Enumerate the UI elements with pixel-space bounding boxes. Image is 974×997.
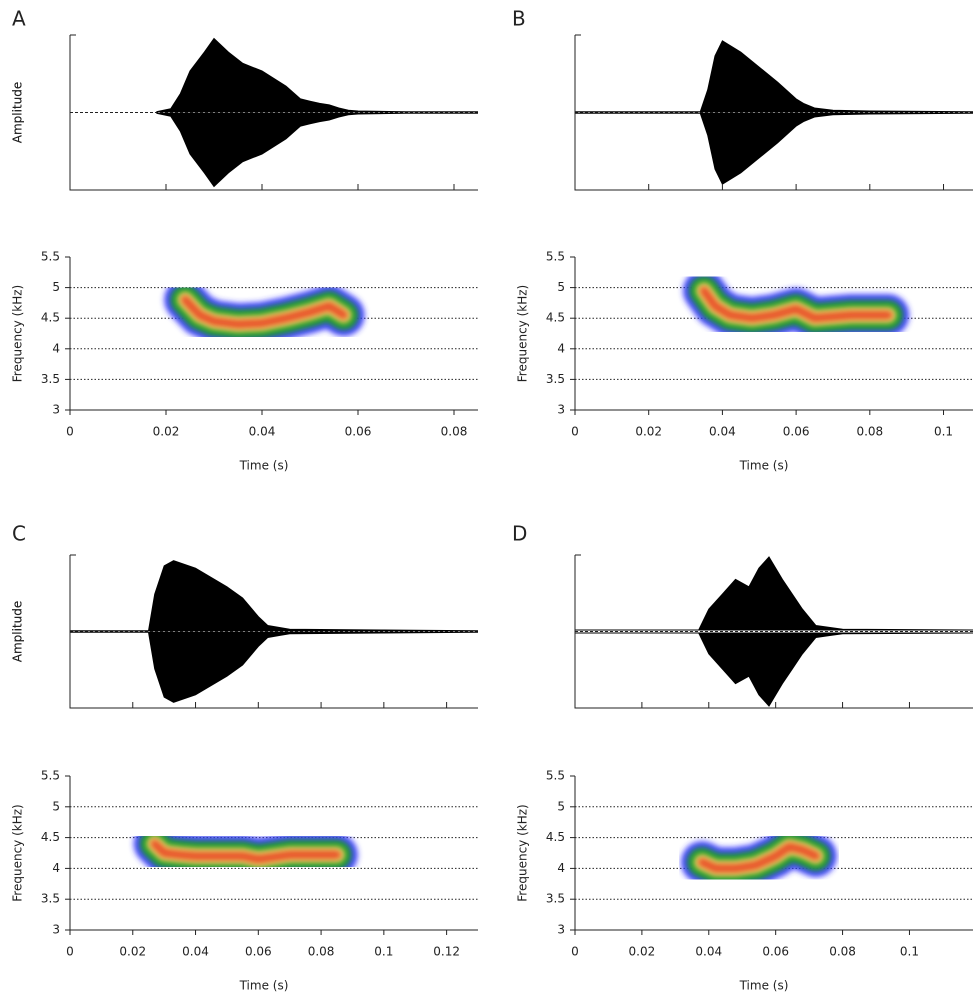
x-tick-label: 0.02 (635, 425, 662, 439)
spectrogram (133, 822, 358, 881)
y-tick-label: 5 (52, 280, 60, 294)
x-tick-label: 0.02 (629, 945, 656, 959)
amplitude-label: Amplitude (11, 601, 25, 663)
x-tick-label: 0.1 (374, 945, 393, 959)
x-tick-label: 0.12 (433, 945, 460, 959)
x-tick-label: 0.06 (345, 425, 372, 439)
y-tick-label: 5.5 (41, 769, 60, 783)
waveform-upper (575, 40, 974, 113)
y-tick-label: 4.5 (546, 311, 565, 325)
y-tick-label: 4 (52, 861, 60, 875)
y-tick-label: 5.5 (546, 769, 565, 783)
x-axis-label: Time (s) (739, 979, 789, 993)
x-tick-label: 0 (571, 945, 579, 959)
osc-axes (69, 34, 478, 191)
y-tick-label: 3.5 (41, 372, 60, 386)
osc-axes (574, 34, 973, 191)
amplitude-label: Amplitude (11, 82, 25, 144)
spec-red (697, 842, 821, 873)
y-axis-label: Frequency (kHz) (11, 804, 25, 901)
y-tick-label: 4 (52, 341, 60, 355)
panel-label: C (12, 522, 26, 546)
y-tick-label: 5.5 (41, 250, 60, 264)
waveform-upper (70, 560, 479, 632)
panel-label: B (512, 7, 526, 31)
y-tick-label: 3.5 (546, 372, 565, 386)
y-tick-label: 4.5 (41, 311, 60, 325)
panel-label: D (512, 522, 527, 546)
spectrogram (681, 825, 837, 890)
y-tick-label: 5 (557, 799, 565, 813)
osc-axes (574, 554, 973, 709)
x-tick-label: 0.08 (308, 945, 335, 959)
x-tick-label: 0.06 (783, 425, 810, 439)
y-tick-label: 3 (557, 403, 565, 417)
x-tick-label: 0.04 (249, 425, 276, 439)
x-tick-label: 0.02 (119, 945, 146, 959)
y-axis-label: Frequency (kHz) (516, 804, 530, 901)
y-tick-label: 4 (557, 341, 565, 355)
x-tick-label: 0.02 (153, 425, 180, 439)
amplitude-label: Amplitude (11, 82, 25, 144)
waveform-lower (575, 112, 974, 185)
waveform-lower (70, 631, 479, 703)
y-axis-label: Frequency (kHz) (516, 285, 530, 382)
x-axis-label: Time (s) (239, 979, 289, 993)
x-tick-label: 0.04 (695, 945, 722, 959)
x-axis-label: Time (s) (739, 459, 789, 473)
y-tick-label: 3.5 (41, 892, 60, 906)
x-tick-label: 0.06 (762, 945, 789, 959)
x-tick-label: 0 (66, 945, 74, 959)
y-axis-label: Frequency (kHz) (11, 285, 25, 382)
y-tick-label: 4 (557, 861, 565, 875)
panel-label: A (12, 7, 26, 31)
y-tick-label: 5 (52, 799, 60, 813)
x-tick-label: 0.1 (934, 425, 953, 439)
spec-red (699, 286, 893, 323)
x-tick-label: 0.04 (709, 425, 736, 439)
y-tick-label: 4.5 (546, 830, 565, 844)
y-tick-label: 5 (557, 280, 565, 294)
x-axis-label: Time (s) (239, 459, 289, 473)
y-tick-label: 3.5 (546, 892, 565, 906)
amplitude-label: Amplitude (11, 601, 25, 663)
waveform-lower (156, 112, 478, 188)
y-tick-label: 3 (557, 923, 565, 937)
y-tick-label: 3 (52, 923, 60, 937)
x-tick-label: 0.08 (856, 425, 883, 439)
waveform-upper (156, 37, 478, 113)
spec-red (180, 295, 349, 329)
y-tick-label: 4.5 (41, 830, 60, 844)
x-tick-label: 0.06 (245, 945, 272, 959)
spec-red (150, 839, 342, 864)
waveform-lower (575, 632, 974, 707)
spectrogram (683, 269, 910, 340)
x-tick-label: 0.1 (900, 945, 919, 959)
spectrogram (164, 278, 365, 346)
x-tick-label: 0.08 (441, 425, 468, 439)
x-tick-label: 0 (571, 425, 579, 439)
osc-axes (69, 554, 478, 709)
waveform-upper (575, 556, 974, 631)
x-tick-label: 0.04 (182, 945, 209, 959)
x-tick-label: 0.08 (829, 945, 856, 959)
y-tick-label: 3 (52, 403, 60, 417)
x-tick-label: 0 (66, 425, 74, 439)
y-tick-label: 5.5 (546, 250, 565, 264)
